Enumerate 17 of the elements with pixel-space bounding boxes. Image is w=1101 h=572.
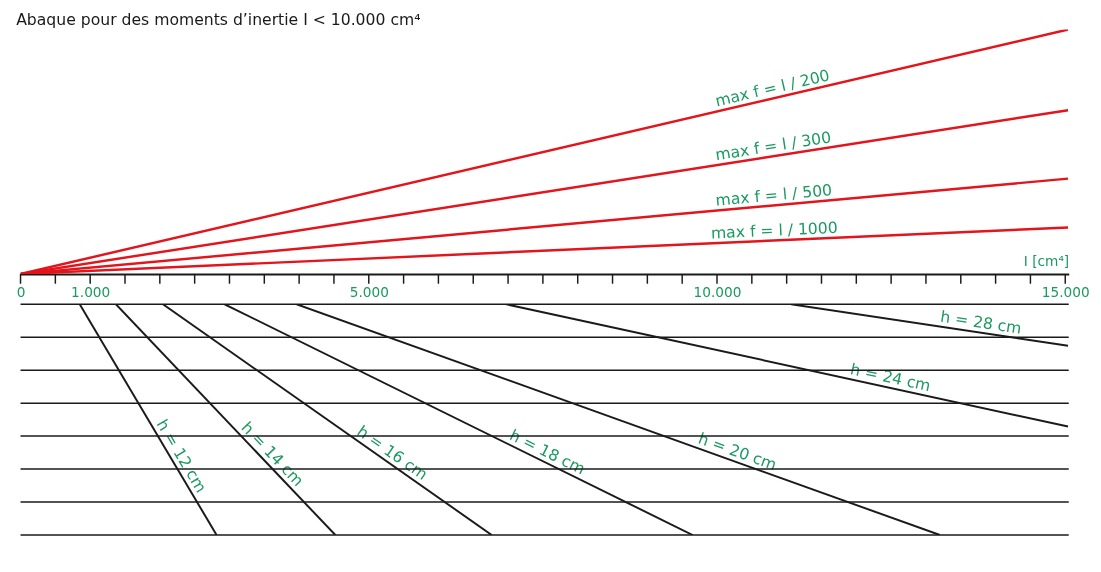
text: max f = l / 300 [713, 127, 833, 165]
text: max f = l / 500 [714, 180, 833, 210]
text: h = 14 cm [237, 417, 308, 491]
series-label: max f = l / 1000 [710, 217, 839, 243]
x-axis-title: I [cm⁴] [1023, 252, 1070, 269]
x-tick-label: 15.000 [1041, 283, 1090, 300]
x-tick-label: 10.000 [693, 283, 742, 300]
text: h = 18 cm [506, 425, 589, 479]
text: h = 20 cm [695, 428, 780, 475]
text: max f = l / 200 [713, 65, 832, 111]
x-tick-label: 1.000 [71, 283, 111, 300]
x-tick-label: 0 [16, 283, 26, 300]
x-tick-label: 5.000 [349, 283, 389, 300]
text: h = 12 cm [152, 415, 211, 496]
chart-title: Abaque pour des moments d’inertie I < 10.000 cm⁴ [16, 9, 421, 29]
text: h = 16 cm [353, 421, 432, 484]
text: h = 28 cm [939, 306, 1023, 338]
